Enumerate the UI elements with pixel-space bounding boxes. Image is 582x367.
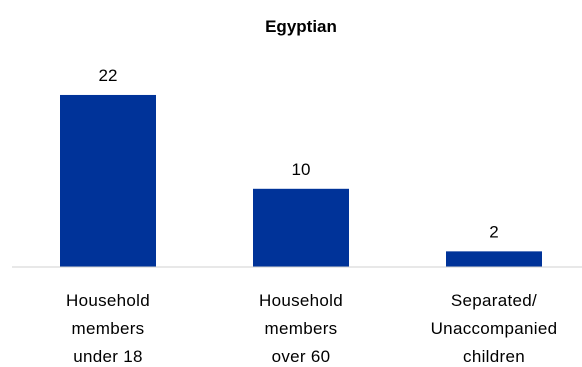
bar-2 — [253, 188, 349, 267]
bar-3 — [446, 251, 542, 267]
category-label-2-line-1: Household — [259, 291, 343, 310]
chart-title: Egyptian — [265, 17, 337, 36]
data-labels-group: 22 10 2 — [99, 66, 499, 241]
data-label-1: 22 — [99, 66, 118, 85]
bar-1 — [60, 94, 156, 268]
category-label-1-line-2: members — [72, 319, 145, 338]
category-label-3-line-2: Unaccompanied — [431, 319, 558, 338]
category-label-2-line-2: members — [265, 319, 338, 338]
category-labels-group: Household members under 18 Household members… — [66, 291, 557, 366]
category-label-1-line-1: Household — [66, 291, 150, 310]
category-label-3-line-1: Separated/ — [451, 291, 537, 310]
category-label-3-line-3: children — [463, 347, 525, 366]
bars-group — [60, 94, 542, 268]
data-label-3: 2 — [489, 222, 498, 241]
category-label-2-line-3: over 60 — [272, 347, 331, 366]
data-label-2: 10 — [292, 160, 311, 179]
category-label-1-line-3: under 18 — [73, 347, 143, 366]
